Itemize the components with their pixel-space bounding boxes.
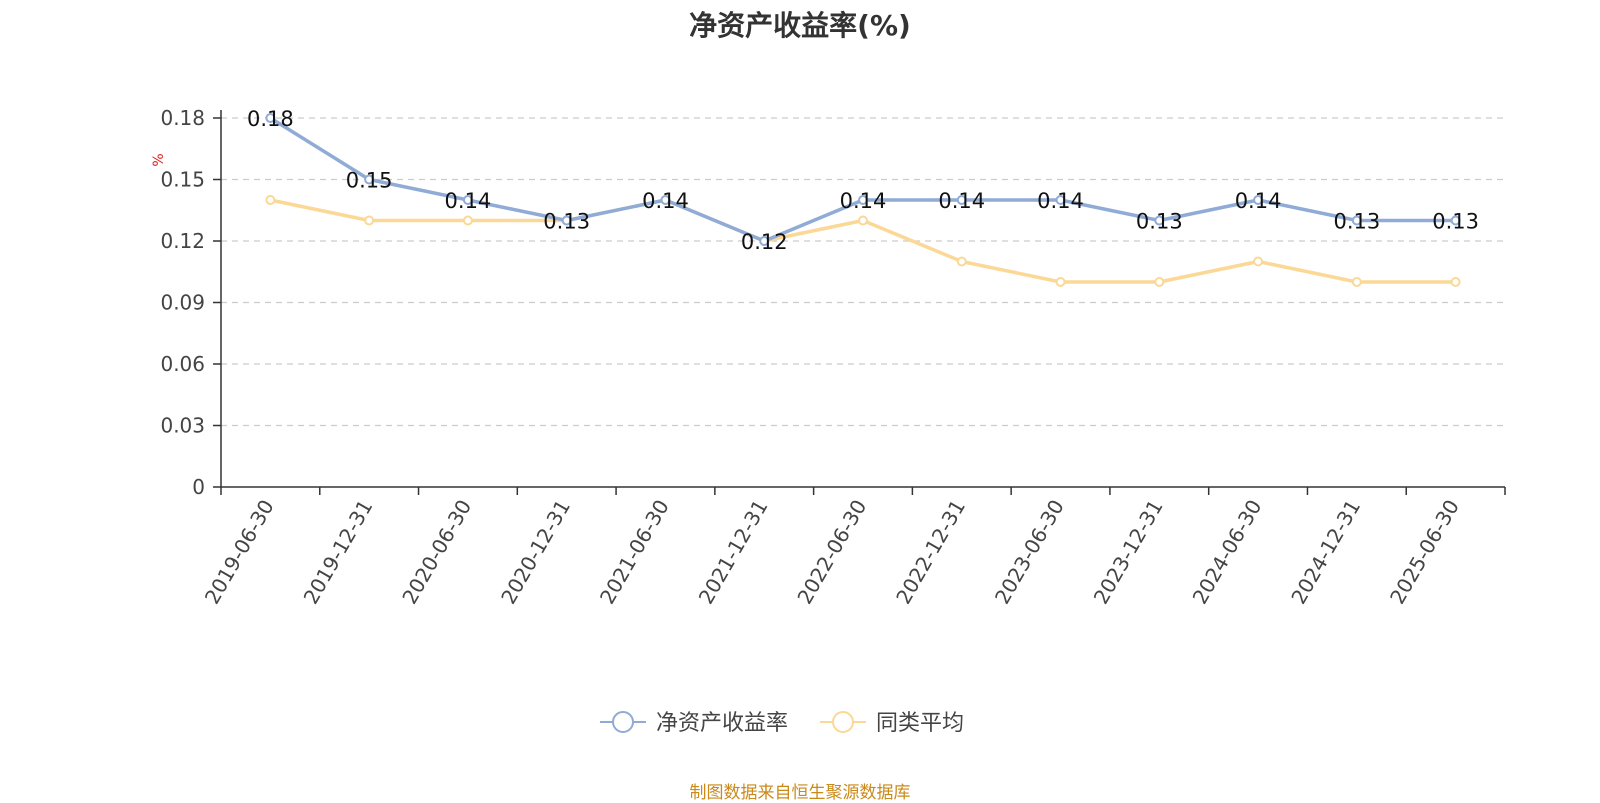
data-point[interactable] bbox=[364, 215, 375, 226]
x-tick-label: 2019-06-30 bbox=[200, 496, 279, 609]
data-point[interactable] bbox=[265, 195, 276, 205]
data-label: 0.13 bbox=[1333, 210, 1380, 234]
legend-marker-icon bbox=[832, 711, 854, 733]
y-unit-label: % bbox=[151, 153, 167, 166]
data-point[interactable] bbox=[265, 113, 276, 123]
legend-item-1[interactable]: 净资产收益率 bbox=[600, 711, 788, 736]
data-point[interactable] bbox=[1055, 195, 1066, 205]
data-label: 0.14 bbox=[1235, 189, 1282, 213]
data-point[interactable] bbox=[660, 195, 671, 205]
data-label: 0.13 bbox=[543, 210, 590, 234]
data-label: 0.14 bbox=[445, 189, 492, 213]
data-point[interactable] bbox=[1351, 215, 1362, 226]
data-label: 0.13 bbox=[1136, 210, 1183, 234]
x-tick-label: 2023-12-31 bbox=[1089, 496, 1168, 609]
legend-label: 同类平均 bbox=[876, 711, 964, 736]
data-point[interactable] bbox=[561, 215, 572, 226]
data-label: 0.13 bbox=[1432, 210, 1479, 234]
x-tick-label: 2024-12-31 bbox=[1286, 496, 1365, 609]
y-tick-label: 0.06 bbox=[160, 352, 205, 376]
data-label: 0.14 bbox=[642, 189, 689, 213]
x-tick-label: 2019-12-31 bbox=[299, 496, 378, 609]
data-point[interactable] bbox=[462, 215, 473, 226]
data-point[interactable] bbox=[1450, 277, 1461, 287]
y-tick-label: 0.09 bbox=[160, 291, 205, 315]
legend-label: 净资产收益率 bbox=[656, 711, 788, 736]
x-tick-label: 2021-06-30 bbox=[595, 496, 674, 609]
grid-lines bbox=[221, 117, 1505, 427]
y-tick-label: 0.03 bbox=[160, 414, 205, 438]
legend[interactable]: 净资产收益率 同类平均 bbox=[600, 711, 964, 736]
y-tick-label: 0.15 bbox=[160, 168, 205, 192]
data-point[interactable] bbox=[858, 215, 868, 226]
y-tick-label: 0.12 bbox=[160, 229, 205, 253]
x-tick-label: 2021-12-31 bbox=[694, 496, 773, 609]
x-tick-label: 2025-06-30 bbox=[1385, 496, 1464, 609]
data-point[interactable] bbox=[1351, 277, 1362, 287]
x-tick-label: 2020-12-31 bbox=[496, 496, 575, 609]
data-point[interactable] bbox=[956, 195, 967, 205]
legend-marker-icon bbox=[612, 711, 634, 733]
data-point[interactable] bbox=[759, 236, 770, 246]
data-point[interactable] bbox=[364, 174, 375, 185]
series-lines bbox=[265, 113, 1461, 287]
x-tick-label: 2022-06-30 bbox=[792, 496, 871, 609]
data-point[interactable] bbox=[1253, 195, 1264, 205]
y-tick-label: 0 bbox=[192, 475, 205, 499]
x-tick-label: 2023-06-30 bbox=[990, 496, 1069, 609]
data-point[interactable] bbox=[1154, 215, 1165, 226]
x-tick-label: 2022-12-31 bbox=[891, 496, 970, 609]
data-label: 0.14 bbox=[840, 189, 887, 213]
x-tick-label: 2024-06-30 bbox=[1188, 496, 1267, 609]
data-label: 0.15 bbox=[346, 169, 393, 193]
x-tick-label: 2020-06-30 bbox=[397, 496, 476, 609]
legend-item-2[interactable]: 同类平均 bbox=[820, 711, 964, 736]
data-point[interactable] bbox=[462, 195, 473, 205]
y-tick-label: 0.18 bbox=[160, 106, 205, 130]
data-labels: 0.18 0.15 0.14 0.13 0.14 0.12 0.14 0.14 0.14 0.13… bbox=[247, 107, 1479, 254]
data-label: 0.12 bbox=[741, 230, 788, 254]
data-point[interactable] bbox=[956, 256, 967, 267]
data-point[interactable] bbox=[1450, 215, 1461, 226]
data-point[interactable] bbox=[1154, 277, 1165, 287]
data-label: 0.14 bbox=[938, 189, 985, 213]
data-point[interactable] bbox=[858, 195, 868, 205]
data-label: 0.14 bbox=[1037, 189, 1084, 213]
data-point[interactable] bbox=[1253, 256, 1264, 267]
source-note: 制图数据来自恒生聚源数据库 bbox=[689, 783, 911, 803]
data-point[interactable] bbox=[1055, 277, 1066, 287]
chart-title: 净资产收益率(%) bbox=[689, 9, 911, 42]
data-label: 0.18 bbox=[247, 107, 294, 131]
